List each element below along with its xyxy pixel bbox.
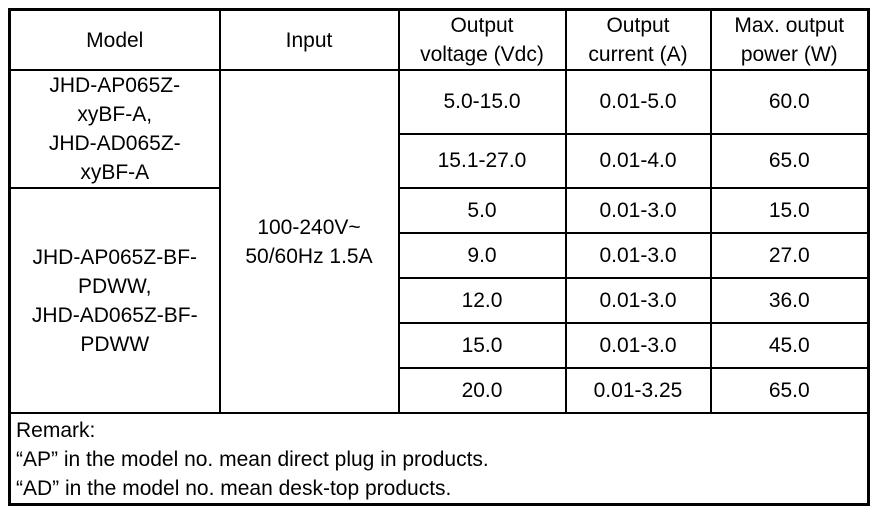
table-row: JHD-AP065Z-BF- PDWW, JHD-AD065Z-BF- PDWW… xyxy=(8,187,870,414)
output-voltage-cell: 5.0-15.0 xyxy=(397,69,567,135)
remark-line-ad: “AD” in the model no. mean desk-top prod… xyxy=(16,477,452,500)
output-voltage-cell: 15.0 xyxy=(397,322,567,369)
output-current-cell: 0.01-3.0 xyxy=(564,322,712,369)
output-voltage-cell: 9.0 xyxy=(397,232,567,279)
power-spec-table: Model Input Output voltage (Vdc) Output … xyxy=(8,8,870,506)
header-output-voltage: Output voltage (Vdc) xyxy=(397,8,567,71)
table-row: JHD-AP065Z- xyBF-A, JHD-AD065Z- xyBF-A 1… xyxy=(8,69,870,414)
max-power-cell: 45.0 xyxy=(709,322,870,369)
table-row: 9.0 0.01-3.0 27.0 xyxy=(10,232,870,279)
max-power-cell: 65.0 xyxy=(709,132,870,190)
max-power-cell: 27.0 xyxy=(709,232,870,279)
output-voltage-cell: 20.0 xyxy=(397,367,567,414)
header-output-current: Output current (A) xyxy=(564,8,712,71)
model-group-xybf-cell: JHD-AP065Z- xyBF-A, JHD-AD065Z- xyBF-A xyxy=(8,69,221,189)
table-row: 12.0 0.01-3.0 36.0 xyxy=(10,277,870,324)
input-rating-cell: 100-240V~ 50/60Hz 1.5A xyxy=(218,69,400,414)
output-current-cell: 0.01-4.0 xyxy=(564,132,712,190)
remark-title: Remark: xyxy=(16,419,96,442)
output-voltage-cell: 5.0 xyxy=(397,187,567,234)
max-power-cell: 15.0 xyxy=(709,187,870,234)
table-header-row: Model Input Output voltage (Vdc) Output … xyxy=(8,8,870,71)
output-current-cell: 0.01-3.0 xyxy=(564,232,712,279)
table-row: 15.0 0.01-3.0 45.0 xyxy=(10,322,870,369)
max-power-cell: 60.0 xyxy=(709,69,870,135)
table-row: 15.1-27.0 0.01-4.0 65.0 xyxy=(10,132,870,190)
output-current-cell: 0.01-3.0 xyxy=(564,187,712,234)
remark-cell: Remark: “AP” in the model no. mean direc… xyxy=(8,412,870,506)
output-current-cell: 0.01-5.0 xyxy=(564,69,712,135)
header-max-output-power: Max. output power (W) xyxy=(709,8,870,71)
max-power-cell: 65.0 xyxy=(709,367,870,414)
output-current-cell: 0.01-3.0 xyxy=(564,277,712,324)
table-row: 20.0 0.01-3.25 65.0 xyxy=(10,367,870,414)
remark-row: Remark: “AP” in the model no. mean direc… xyxy=(8,412,870,506)
output-current-cell: 0.01-3.25 xyxy=(564,367,712,414)
output-voltage-cell: 15.1-27.0 xyxy=(397,132,567,190)
model-group-pdww-cell: JHD-AP065Z-BF- PDWW, JHD-AD065Z-BF- PDWW xyxy=(8,187,221,414)
max-power-cell: 36.0 xyxy=(709,277,870,324)
header-model: Model xyxy=(8,8,221,71)
output-voltage-cell: 12.0 xyxy=(397,277,567,324)
remark-line-ap: “AP” in the model no. mean direct plug i… xyxy=(16,448,489,471)
header-input: Input xyxy=(218,8,400,71)
